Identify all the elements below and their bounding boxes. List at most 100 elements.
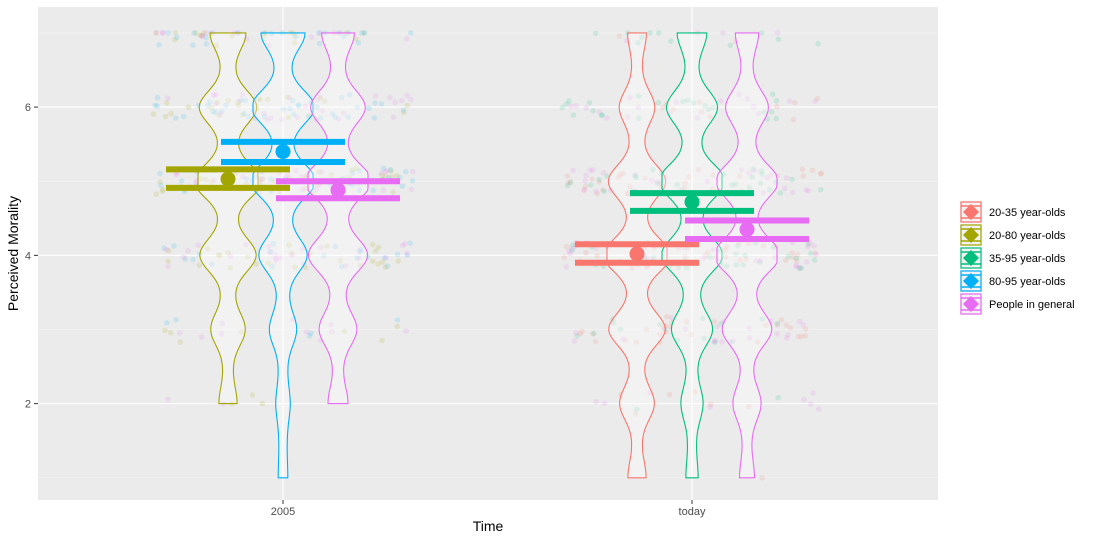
jitter-point — [644, 326, 650, 333]
legend-label: 80-95 year-olds — [989, 276, 1066, 288]
legend-key-border — [960, 247, 982, 269]
jitter-point — [785, 253, 792, 260]
jitter-point — [196, 262, 203, 269]
jitter-point — [656, 321, 663, 328]
jitter-point — [720, 30, 726, 36]
jitter-point — [271, 178, 278, 184]
jitter-point — [371, 115, 378, 121]
jitter-point — [696, 99, 703, 106]
jitter-point — [357, 248, 364, 255]
jitter-point — [642, 175, 648, 181]
jitter-point — [304, 172, 311, 178]
jitter-point — [655, 30, 662, 36]
jitter-point — [581, 186, 588, 193]
jitter-point — [394, 317, 401, 323]
jitter-point — [714, 323, 720, 330]
legend-key-border — [960, 270, 982, 292]
jitter-point — [581, 187, 587, 194]
jitter-point — [775, 36, 782, 43]
jitter-point — [160, 30, 166, 36]
jitter-point — [261, 113, 268, 120]
jitter-point — [279, 116, 285, 123]
jitter-point — [267, 249, 273, 256]
jitter-point — [596, 176, 602, 183]
jitter-point — [805, 241, 811, 247]
jitter-point — [773, 115, 779, 122]
jitter-point — [243, 176, 250, 182]
jitter-point — [395, 258, 402, 264]
jitter-point — [567, 250, 573, 257]
jitter-point — [335, 116, 342, 122]
jitter-point — [372, 248, 379, 254]
jitter-point — [688, 331, 695, 338]
jitter-point — [153, 191, 159, 197]
jitter-point — [403, 168, 409, 175]
plot-panel — [38, 7, 938, 500]
jitter-point — [639, 34, 645, 41]
violin-shape — [661, 32, 723, 479]
jitter-point — [668, 38, 674, 44]
jitter-point — [257, 96, 264, 103]
jitter-point — [733, 251, 739, 257]
jitter-point — [818, 170, 824, 177]
jitter-point — [318, 244, 324, 251]
legend-key — [960, 201, 982, 223]
jitter-point — [644, 254, 651, 261]
jitter-point — [601, 188, 607, 195]
jitter-point — [690, 100, 697, 106]
jitter-point — [810, 390, 816, 396]
jitter-point — [329, 328, 335, 335]
jitter-point — [314, 97, 321, 103]
jitter-point — [292, 34, 299, 40]
jitter-point — [797, 264, 803, 271]
jitter-point — [666, 391, 673, 398]
jitter-point — [314, 104, 320, 110]
jitter-point — [359, 30, 365, 36]
y-tick-label: 2 — [25, 399, 31, 411]
jitter-point — [635, 39, 641, 46]
jitter-point — [601, 400, 608, 407]
jitter-point — [388, 168, 394, 174]
jitter-point — [306, 333, 313, 339]
jitter-point — [815, 40, 821, 47]
jitter-point — [294, 114, 301, 121]
jitter-point — [704, 249, 711, 255]
jitter-point — [361, 30, 367, 36]
legend-key-diamond — [963, 250, 979, 266]
jitter-point — [152, 102, 158, 109]
jitter-point — [253, 261, 260, 267]
jitter-point — [673, 99, 679, 105]
jitter-point — [384, 168, 390, 174]
jitter-point — [355, 40, 362, 46]
jitter-point — [816, 406, 822, 412]
jitter-point — [404, 102, 411, 109]
jitter-point — [798, 265, 805, 272]
jitter-point — [190, 256, 196, 263]
jitter-point — [736, 173, 743, 179]
jitter-point — [354, 255, 360, 261]
jitter-point — [289, 252, 295, 258]
jitter-point — [589, 176, 595, 183]
x-tick-label: today — [679, 506, 706, 518]
jitter-point — [404, 250, 410, 257]
jitter-point — [329, 111, 336, 117]
jitter-point — [620, 170, 626, 177]
jitter-point — [159, 30, 166, 36]
jitter-point — [712, 339, 718, 346]
jitter-point — [632, 172, 638, 178]
jitter-point — [759, 171, 765, 177]
jitter-point — [177, 339, 183, 345]
violin-shape — [307, 32, 369, 405]
jitter-point — [702, 102, 708, 109]
jitter-point — [208, 179, 215, 185]
jitter-point — [197, 32, 203, 38]
jitter-point — [259, 176, 265, 182]
jitter-point — [165, 263, 171, 270]
jitter-point — [328, 321, 335, 328]
jitter-point — [664, 313, 670, 320]
jitter-point — [729, 182, 735, 188]
jitter-point — [217, 253, 223, 259]
violin-shape — [716, 32, 778, 479]
jitter-point — [660, 104, 666, 111]
jitter-point — [270, 240, 277, 247]
